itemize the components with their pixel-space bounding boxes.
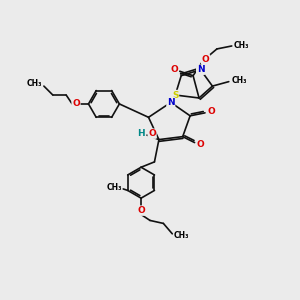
Text: N: N [167,98,175,107]
Text: O: O [148,129,156,138]
Text: CH₃: CH₃ [231,76,247,85]
Text: CH₃: CH₃ [27,79,42,88]
Text: H: H [137,129,145,138]
Text: O: O [137,206,145,215]
Text: S: S [172,91,178,100]
Text: O: O [202,55,209,64]
Text: O: O [197,140,204,148]
Text: N: N [197,65,204,74]
Text: O: O [72,99,80,108]
Text: CH₃: CH₃ [174,231,189,240]
Text: O: O [207,107,215,116]
Text: CH₃: CH₃ [106,183,122,192]
Text: CH₃: CH₃ [233,41,249,50]
Text: O: O [170,65,178,74]
